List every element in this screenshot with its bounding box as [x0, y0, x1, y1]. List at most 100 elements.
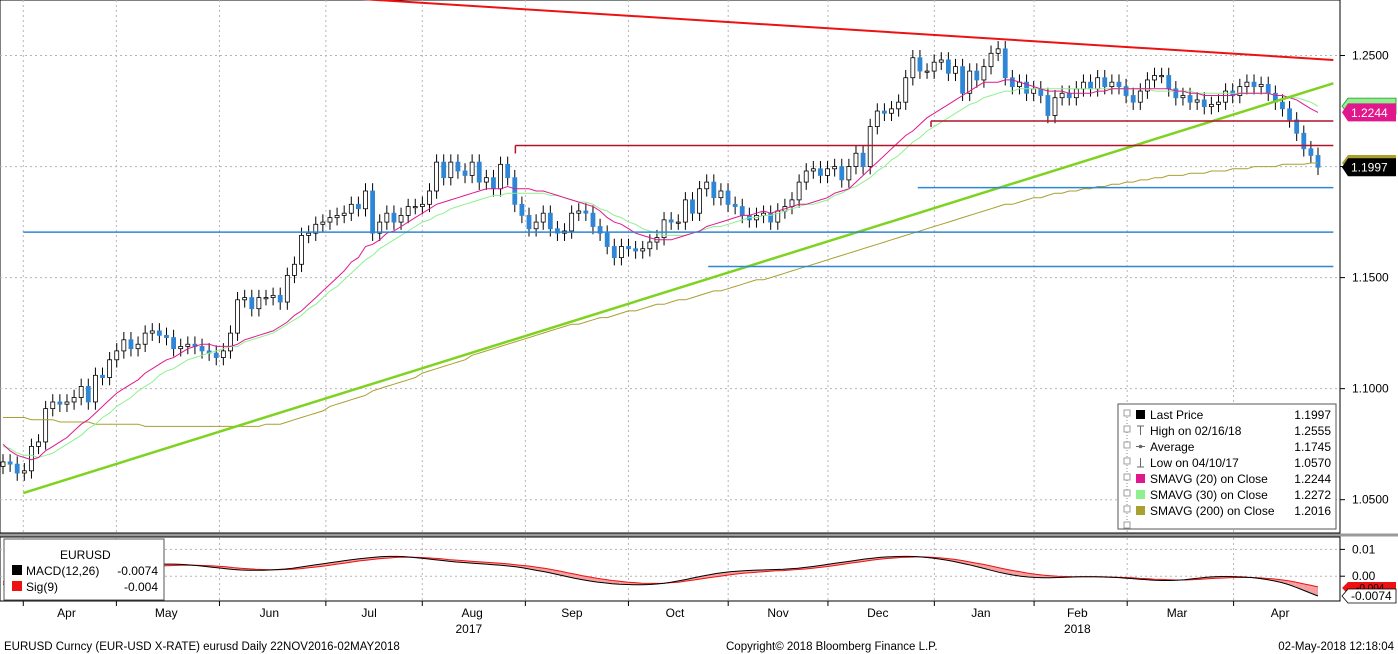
candle-body	[661, 219, 667, 239]
candle-body	[924, 70, 930, 73]
candle-body	[448, 161, 454, 179]
legend-label: Last Price	[1150, 408, 1204, 422]
legend-label: SMAVG (200) on Close	[1150, 504, 1275, 518]
candle-body	[882, 110, 887, 114]
candle-body	[569, 212, 575, 232]
x-month-label: Aug	[461, 606, 482, 620]
footer-copyright: Copyright© 2018 Bloomberg Finance L.P.	[726, 641, 938, 653]
candle-body	[1244, 81, 1250, 88]
candle-body	[647, 241, 653, 250]
candle-body	[640, 248, 646, 252]
macd-fill-segment	[1288, 580, 1296, 588]
candle-body	[43, 408, 49, 443]
high-icon	[1137, 425, 1144, 435]
candle-body	[540, 212, 546, 223]
candle-body	[611, 246, 617, 259]
candle-body	[555, 228, 560, 234]
candle-body	[1180, 95, 1186, 99]
signal-tag-label: -0.004	[1356, 583, 1385, 594]
candle-body	[256, 297, 262, 310]
legend-label: SMAVG (30) on Close	[1150, 488, 1268, 502]
smavg30-line	[2, 88, 1319, 459]
x-month-label: Sep	[561, 606, 583, 620]
candle-body	[519, 203, 525, 216]
candle-body	[1081, 81, 1086, 90]
candle-body	[889, 108, 894, 114]
candle-body	[1038, 88, 1044, 96]
candle-body	[874, 110, 880, 127]
legend-value: 1.1745	[1294, 440, 1331, 454]
macd-legend-ticker: EURUSD	[60, 548, 111, 562]
macd-legend-value: -0.004	[124, 580, 158, 594]
candle-body	[697, 188, 702, 214]
candle-body	[583, 210, 589, 214]
candle-body	[1265, 83, 1271, 94]
candle-body	[306, 232, 312, 236]
candle-body	[803, 170, 809, 183]
average-icon-dot	[1138, 444, 1143, 449]
candle-body	[121, 339, 127, 352]
candle-body	[1201, 99, 1207, 107]
candle-body	[1116, 81, 1122, 88]
candle-body	[1308, 148, 1314, 156]
candle-body	[483, 177, 489, 183]
price-tick-label: 1.1000	[1352, 382, 1389, 396]
macd-legend-box	[3, 538, 165, 601]
candle-body	[1208, 103, 1214, 107]
macd-legend-swatch	[12, 581, 22, 591]
legend-value: 1.2272	[1294, 488, 1331, 502]
candle-body	[14, 463, 20, 474]
macd-panel: 0.010.00-0.004-0.0074	[0, 538, 1397, 604]
candle-body	[704, 181, 710, 190]
candle-body	[377, 221, 383, 234]
candle-body	[199, 346, 205, 352]
candle-body	[213, 352, 219, 358]
candle-body	[810, 168, 816, 172]
macd-legend-rows: MACD(12,26) -0.0074 Sig(9) -0.004	[12, 564, 158, 594]
candle-body	[1137, 90, 1143, 103]
candle-body	[220, 350, 226, 358]
candle-body	[1258, 83, 1264, 88]
legend-tree-node	[1123, 521, 1131, 529]
candle-body	[1009, 77, 1015, 88]
candle-body	[427, 190, 432, 205]
candle-body	[682, 199, 688, 223]
candle-body	[1102, 77, 1108, 88]
candles	[0, 41, 1321, 481]
x-month-label: May	[155, 606, 178, 620]
candle-body	[597, 226, 603, 234]
candle-body	[867, 126, 873, 167]
candle-body	[1301, 132, 1307, 150]
candle-body	[50, 401, 56, 410]
candle-body	[476, 161, 482, 183]
candle-body	[491, 177, 496, 190]
candle-body	[576, 210, 582, 214]
candle-body	[505, 163, 511, 179]
legend-swatch	[1136, 506, 1145, 515]
candle-body	[668, 219, 674, 223]
macd-panel-frame	[0, 536, 1341, 602]
candle-body	[981, 66, 987, 81]
candle-body	[739, 206, 745, 216]
candle-body	[320, 221, 326, 225]
candle-body	[839, 166, 845, 181]
candle-body	[1095, 77, 1101, 90]
candle-body	[391, 212, 397, 223]
x-month-label: Mar	[1167, 606, 1188, 620]
x-month-label: Jun	[260, 606, 279, 620]
candle-body	[1109, 81, 1115, 88]
candle-body	[292, 263, 297, 276]
smavg200-line	[3, 162, 1318, 427]
x-year-label: 2017	[455, 622, 482, 636]
macd-tag-bg	[1341, 588, 1397, 604]
candle-body	[626, 246, 631, 250]
candle-body	[434, 161, 439, 192]
candle-body	[348, 203, 354, 214]
candle-body	[128, 339, 134, 350]
last-price-tag-label: 1.1997	[1351, 161, 1388, 175]
macd-legend-swatch	[12, 565, 22, 575]
candle-body	[107, 359, 113, 378]
candle-body	[299, 235, 304, 265]
candle-body	[1187, 95, 1193, 103]
candle-body	[910, 57, 916, 79]
